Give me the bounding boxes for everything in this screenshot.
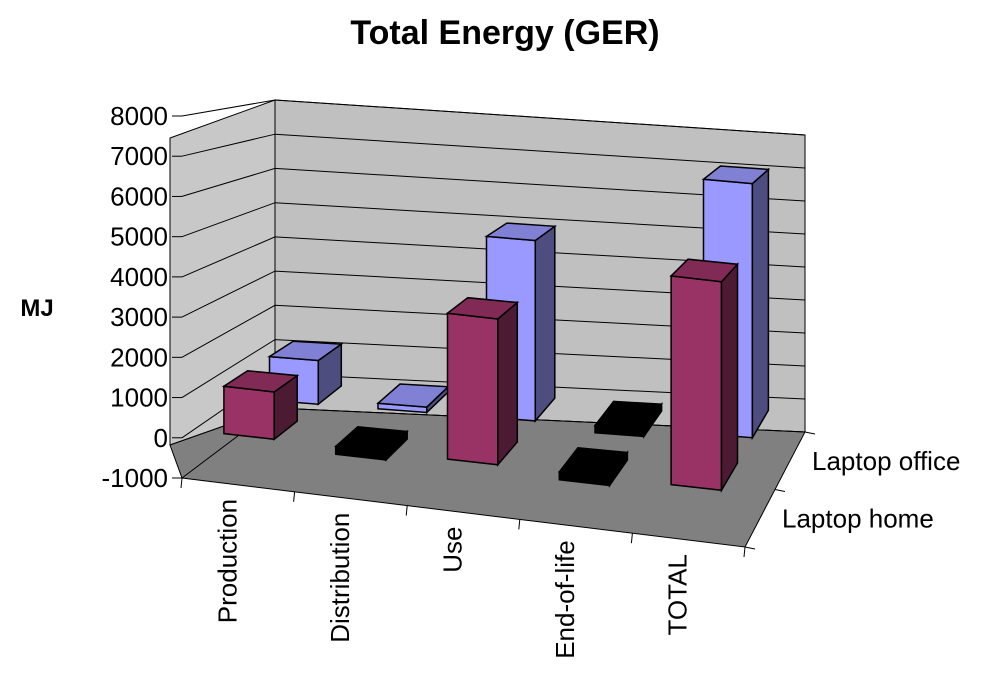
x-tick-mark	[743, 546, 746, 558]
x-category-label: Distribution	[325, 513, 355, 643]
x-category-label: Production	[212, 499, 242, 623]
bar-top	[445, 296, 520, 320]
gridline	[181, 304, 806, 358]
z-tick-mark	[804, 431, 816, 435]
y-axis-label: MJ	[20, 295, 53, 322]
bar	[445, 296, 520, 467]
bar	[669, 258, 740, 494]
x-axis	[180, 431, 816, 558]
labels: 8000 7000 6000 5000 4000 3000 2000 1000 0 -1000 Pr…	[102, 101, 961, 659]
y-axis	[172, 115, 182, 479]
bar-front	[670, 275, 723, 492]
x-tick-mark	[405, 505, 408, 516]
series-label: Laptop home	[782, 503, 934, 533]
bar-side	[497, 300, 519, 467]
gridline	[181, 99, 806, 136]
bar-front	[223, 385, 275, 441]
gridline	[181, 339, 806, 399]
x-category-label: TOTAL	[663, 554, 693, 635]
bar	[593, 400, 663, 439]
gridline	[181, 202, 806, 238]
z-tick-mark	[774, 489, 786, 492]
bar	[557, 447, 629, 488]
bar-top	[221, 370, 300, 393]
y-tick-label: 1000	[110, 383, 168, 413]
chart-title: Total Energy (GER)	[350, 14, 659, 52]
x-tick-mark	[180, 477, 183, 489]
y-tick-label: 5000	[110, 222, 168, 252]
bars	[221, 165, 771, 494]
bar-side	[720, 262, 739, 494]
y-tick-label: 3000	[110, 302, 168, 332]
bar-top	[701, 165, 771, 185]
bar-front	[446, 312, 499, 466]
gridline	[181, 167, 806, 202]
bar-top	[557, 447, 629, 479]
bar-side	[534, 224, 556, 423]
bar-top	[669, 258, 740, 283]
bar	[221, 370, 300, 441]
series-label: Laptop office	[812, 446, 960, 476]
gridline	[181, 133, 806, 169]
z-tick-mark	[744, 546, 756, 550]
y-tick-label: 6000	[110, 181, 168, 211]
x-category-label: Use	[438, 527, 468, 573]
bar	[333, 426, 409, 462]
x-tick-mark	[518, 519, 521, 530]
gridline	[181, 270, 806, 318]
bar-top	[267, 340, 344, 362]
bar-top	[333, 426, 409, 453]
bar-top	[484, 222, 557, 242]
bar	[376, 383, 450, 415]
x-tick-mark	[630, 533, 633, 544]
x-tick-mark	[293, 491, 296, 502]
bar-top	[593, 400, 663, 431]
y-tick-label: 0	[154, 423, 168, 453]
y-tick-label: 4000	[110, 262, 168, 292]
y-tick-label: 2000	[110, 342, 168, 372]
bar-side	[751, 167, 770, 441]
y-tick-label: -1000	[102, 463, 169, 493]
gridline	[181, 236, 806, 278]
y-tick-label: 7000	[110, 141, 168, 171]
x-category-label: End-of-life	[550, 540, 580, 659]
y-tick-label: 8000	[110, 101, 168, 131]
